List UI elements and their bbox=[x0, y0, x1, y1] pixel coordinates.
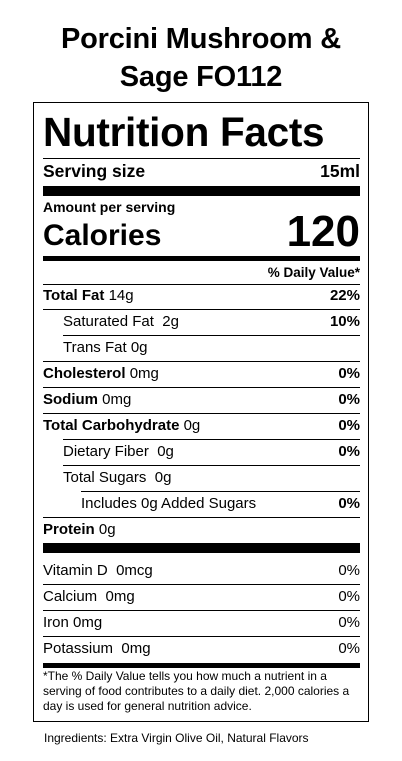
vitamin-amount: 0mg bbox=[73, 614, 103, 631]
nutrient-dv: 22% bbox=[329, 287, 360, 304]
vitamin-dv: 0% bbox=[338, 614, 360, 631]
vitamin-name: Calcium bbox=[43, 588, 98, 605]
divider bbox=[43, 158, 360, 159]
divider bbox=[43, 309, 360, 310]
nutrient-dv: 10% bbox=[329, 313, 360, 330]
nutrition-facts-heading: Nutrition Facts bbox=[43, 109, 325, 155]
divider bbox=[43, 387, 360, 388]
daily-value-header: % Daily Value* bbox=[267, 265, 360, 280]
daily-value-footnote: *The % Daily Value tells you how much a … bbox=[43, 669, 350, 713]
nutrient-dv: 0% bbox=[338, 391, 360, 408]
nutrient-amount: 2g bbox=[162, 313, 179, 330]
nutrient-name: Protein bbox=[43, 521, 95, 538]
product-title: Porcini Mushroom & Sage FO112 bbox=[0, 20, 402, 96]
product-title-line-2: Sage FO112 bbox=[119, 61, 283, 93]
nutrient-dv: 0% bbox=[338, 417, 360, 434]
vitamin-name: Potassium bbox=[43, 640, 114, 657]
divider bbox=[43, 284, 360, 285]
serving-size-label: Serving size bbox=[43, 161, 146, 181]
divider bbox=[43, 610, 360, 611]
vitamin-name: Vitamin D bbox=[43, 562, 108, 579]
divider bbox=[43, 636, 360, 637]
divider bbox=[43, 517, 360, 518]
divider bbox=[63, 335, 360, 336]
divider bbox=[63, 465, 360, 466]
ingredients-text: Ingredients: Extra Virgin Olive Oil, Nat… bbox=[44, 731, 309, 745]
medium-divider bbox=[43, 663, 360, 668]
nutrient-dv: 0% bbox=[338, 495, 360, 512]
amount-per-serving: Amount per serving bbox=[43, 199, 176, 215]
nutrient-amount: 0g bbox=[183, 417, 201, 434]
nutrient-name: Includes 0g Added Sugars bbox=[81, 495, 257, 512]
nutrient-name: Trans Fat bbox=[63, 339, 127, 356]
vitamin-amount: 0mg bbox=[121, 640, 151, 657]
nutrient-amount: 0mg bbox=[102, 391, 132, 408]
nutrient-amount: 0mg bbox=[129, 365, 159, 382]
nutrient-name: Cholesterol bbox=[43, 365, 126, 382]
product-title-line-1: Porcini Mushroom & bbox=[61, 23, 341, 55]
nutrient-dv: 0% bbox=[338, 365, 360, 382]
thick-divider bbox=[43, 186, 360, 196]
medium-divider bbox=[43, 256, 360, 261]
nutrient-amount: 14g bbox=[108, 287, 134, 304]
nutrient-amount: 0g bbox=[154, 469, 172, 486]
divider bbox=[43, 361, 360, 362]
calories-label: Calories bbox=[43, 219, 162, 252]
nutrient-name: Total Carbohydrate bbox=[43, 417, 180, 434]
thick-divider bbox=[43, 543, 360, 553]
nutrient-amount: 0g bbox=[130, 339, 148, 356]
nutrient-name: Total Fat bbox=[43, 287, 105, 304]
nutrient-name: Sodium bbox=[43, 391, 98, 408]
vitamin-name: Iron bbox=[43, 614, 69, 631]
divider bbox=[81, 491, 360, 492]
nutrient-dv: 0% bbox=[338, 443, 360, 460]
divider bbox=[63, 439, 360, 440]
vitamin-dv: 0% bbox=[338, 562, 360, 579]
vitamin-amount: 0mcg bbox=[116, 562, 153, 579]
nutrient-name: Total Sugars bbox=[63, 469, 147, 486]
vitamin-amount: 0mg bbox=[105, 588, 135, 605]
nutrition-facts-panel: Nutrition Facts Serving size 15ml Amount… bbox=[33, 102, 369, 722]
nutrient-amount: 0g bbox=[98, 521, 116, 538]
vitamin-dv: 0% bbox=[338, 588, 360, 605]
nutrient-name: Saturated Fat bbox=[63, 313, 154, 330]
divider bbox=[43, 413, 360, 414]
divider bbox=[43, 584, 360, 585]
serving-size-value: 15ml bbox=[320, 161, 360, 181]
nutrient-name: Dietary Fiber bbox=[63, 443, 149, 460]
nutrient-amount: 0g bbox=[157, 443, 174, 460]
calories-value: 120 bbox=[286, 207, 360, 256]
vitamin-dv: 0% bbox=[338, 640, 360, 657]
